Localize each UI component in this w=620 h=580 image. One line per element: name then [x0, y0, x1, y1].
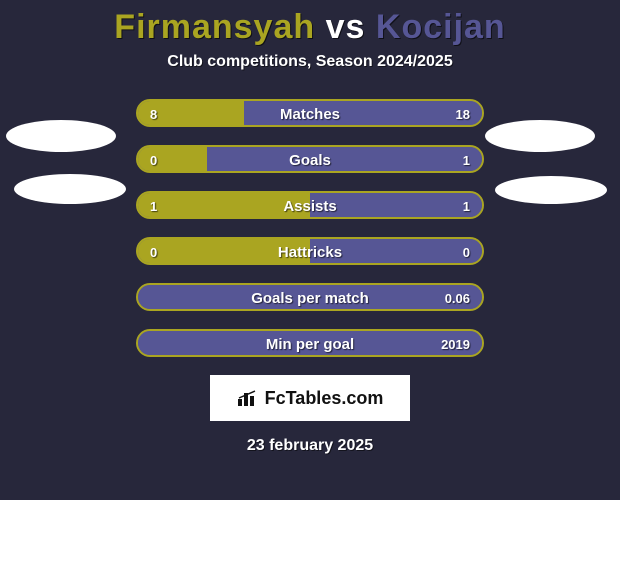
stat-label: Min per goal — [138, 331, 482, 357]
stat-label: Hattricks — [138, 239, 482, 265]
player-photo-placeholder — [14, 174, 126, 204]
stat-row: Min per goal2019 — [136, 329, 484, 357]
stat-value-right: 1 — [463, 147, 470, 173]
comparison-card: Firmansyah vs Kocijan Club competitions,… — [0, 0, 620, 500]
stat-label: Assists — [138, 193, 482, 219]
stat-row: Assists1 1 — [136, 191, 484, 219]
player-photo-placeholder — [6, 120, 116, 152]
player-photo-placeholder — [485, 120, 595, 152]
stat-value-left: 1 — [150, 193, 157, 219]
stat-row: Matches8 18 — [136, 99, 484, 127]
stat-value-right: 18 — [456, 101, 470, 127]
card-date: 23 february 2025 — [0, 437, 620, 455]
stat-value-right: 1 — [463, 193, 470, 219]
card-subtitle: Club competitions, Season 2024/2025 — [0, 53, 620, 71]
stat-value-left: 8 — [150, 101, 157, 127]
stat-row: Goals per match0.06 — [136, 283, 484, 311]
stat-label: Matches — [138, 101, 482, 127]
stat-rows: Matches818Goals01Assists11Hattricks00Goa… — [136, 99, 484, 357]
stat-value-left: 0 — [150, 147, 157, 173]
stat-label: Goals per match — [138, 285, 482, 311]
player2-name: Kocijan — [376, 8, 506, 46]
player1-name: Firmansyah — [114, 8, 315, 46]
source-text: FcTables.com — [265, 388, 384, 409]
stat-label: Goals — [138, 147, 482, 173]
stat-row: Hattricks0 0 — [136, 237, 484, 265]
bars-icon — [237, 389, 259, 407]
vs-text: vs — [326, 8, 366, 46]
stat-row: Goals0 1 — [136, 145, 484, 173]
player-photo-placeholder — [495, 176, 607, 204]
stat-value-left: 0 — [150, 239, 157, 265]
stat-value-right: 2019 — [441, 331, 470, 357]
source-badge: FcTables.com — [210, 375, 410, 421]
stat-value-right: 0.06 — [445, 285, 470, 311]
card-title: Firmansyah vs Kocijan — [0, 8, 620, 47]
stat-value-right: 0 — [463, 239, 470, 265]
